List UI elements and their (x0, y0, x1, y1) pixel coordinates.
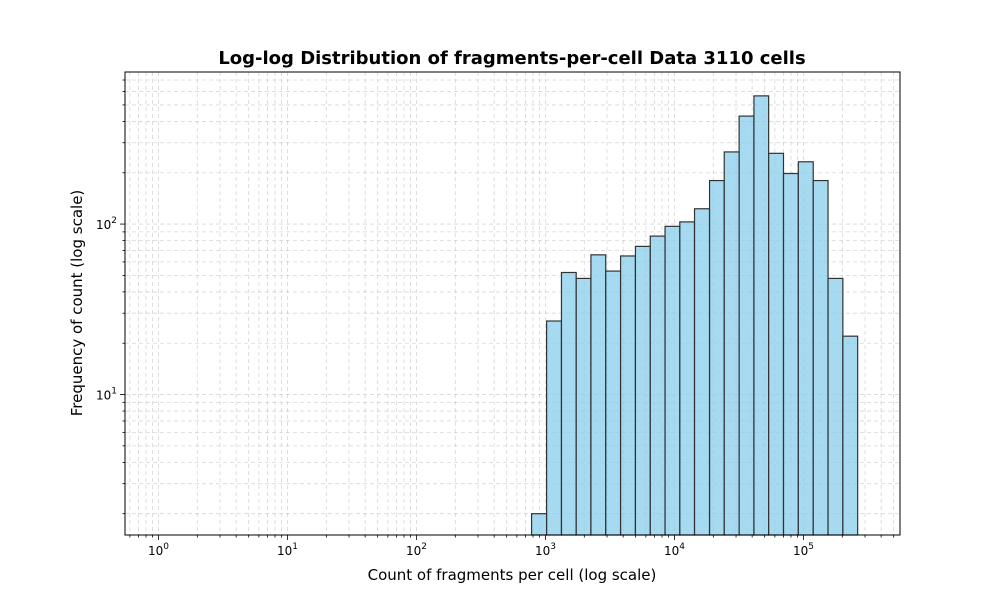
histogram-bar (679, 221, 696, 536)
histogram-bar (782, 172, 799, 536)
histogram-bar (649, 235, 666, 536)
histogram-bar (723, 151, 740, 536)
histogram-bar (545, 320, 563, 536)
histogram-bar (619, 255, 637, 536)
histogram-bar (575, 277, 592, 536)
x-tick-label: 100 (148, 542, 169, 558)
x-tick-label: 103 (535, 542, 556, 558)
y-tick-label: 101 (96, 387, 117, 403)
x-tick-label: 101 (277, 542, 298, 558)
histogram-bar (738, 115, 755, 536)
histogram-bar (797, 161, 814, 536)
x-tick-label: 102 (406, 542, 427, 558)
histogram-bar (693, 208, 711, 536)
histogram-bar (605, 270, 622, 536)
chart-title: Log-log Distribution of fragments-per-ce… (218, 48, 805, 69)
histogram-bar (530, 513, 548, 536)
plot-frame (124, 71, 901, 536)
histogram-bar (827, 277, 844, 536)
histogram-bar (590, 254, 607, 536)
histogram-bar (634, 245, 651, 536)
axis-ticks: 100 101 102 103 104 105 101 102 (96, 79, 895, 558)
histogram-bar (768, 152, 785, 536)
histogram-bar (812, 179, 829, 536)
histogram-bar (753, 95, 770, 536)
histogram-bar (664, 225, 681, 536)
histogram-bar (560, 271, 577, 536)
y-axis-label: Frequency of count (log scale) (68, 190, 86, 417)
x-axis-label: Count of fragments per cell (log scale) (368, 566, 657, 584)
histogram-bar (708, 179, 725, 536)
histogram-bar (842, 335, 859, 536)
histogram-bars (530, 95, 859, 536)
x-tick-label: 105 (793, 542, 814, 558)
x-tick-label: 104 (664, 542, 685, 558)
y-tick-label: 102 (96, 216, 117, 232)
